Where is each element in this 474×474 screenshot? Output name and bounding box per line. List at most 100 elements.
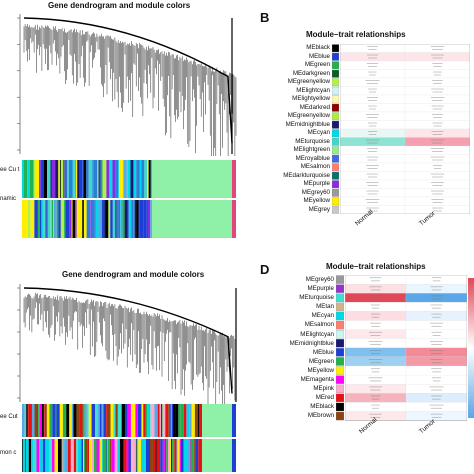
module-swatch xyxy=(332,171,339,180)
module-swatch xyxy=(332,188,339,197)
module-swatch xyxy=(336,411,344,421)
heatmap-cell xyxy=(405,393,467,403)
heatmap-cell xyxy=(405,302,467,312)
panel-c-row-label-2: mon c xyxy=(0,450,17,456)
module-swatch xyxy=(332,95,339,104)
module-label: MElightcyan xyxy=(296,86,330,94)
heatmap-cell xyxy=(340,77,406,87)
module-swatch xyxy=(336,329,344,339)
module-label: MEblue xyxy=(309,52,330,60)
heatmap-cell xyxy=(405,365,467,376)
heatmap-cell xyxy=(340,188,406,198)
heatmap-cell xyxy=(340,120,406,130)
heatmap-cell xyxy=(340,60,406,70)
heatmap-cell xyxy=(340,162,406,172)
module-swatch xyxy=(336,348,344,357)
heatmap-cell xyxy=(404,154,470,164)
module-label: MEmagenta xyxy=(300,376,334,384)
module-swatch xyxy=(332,61,339,70)
module-label: MEyellow xyxy=(307,366,334,374)
module-label: MEsalmon xyxy=(300,163,330,170)
module-swatch xyxy=(332,180,339,189)
module-swatch xyxy=(332,120,339,129)
module-label: MEpink xyxy=(313,385,334,393)
heatmap-cell xyxy=(405,293,467,303)
panel-a-row-label-1: ee Cu t xyxy=(0,167,20,173)
module-swatch xyxy=(336,339,344,348)
heatmap-cell xyxy=(404,94,470,104)
heatmap-cell xyxy=(345,329,407,339)
module-label: MEdarkturquoise xyxy=(283,171,330,179)
heatmap-cell xyxy=(340,154,406,164)
panel-d-letter: D xyxy=(260,262,270,277)
heatmap-cell xyxy=(340,103,406,113)
panel-d-colorbar xyxy=(468,278,474,418)
module-swatch xyxy=(332,86,339,95)
module-swatch xyxy=(336,284,344,293)
heatmap-cell xyxy=(405,311,467,321)
heatmap-cell xyxy=(340,179,406,189)
heatmap-cell xyxy=(404,86,470,96)
heatmap-cell xyxy=(340,44,406,53)
heatmap-cell xyxy=(404,111,470,121)
module-label: MEbrown xyxy=(307,412,334,420)
panel-b-heatmap xyxy=(340,44,470,214)
heatmap-cell xyxy=(404,128,470,138)
heatmap-cell xyxy=(404,69,470,79)
heatmap-cell xyxy=(345,365,407,376)
heatmap-cell xyxy=(404,205,470,214)
heatmap-cell xyxy=(345,284,407,294)
heatmap-cell xyxy=(345,338,407,348)
module-swatch xyxy=(336,320,344,330)
heatmap-cell xyxy=(405,275,467,285)
module-label: MEcyan xyxy=(311,312,334,320)
module-label: MElightyellow xyxy=(292,95,330,102)
heatmap-cell xyxy=(404,44,470,53)
module-label: MEgrey60 xyxy=(301,188,330,196)
heatmap-cell xyxy=(340,196,406,206)
heatmap-cell xyxy=(405,402,467,412)
heatmap-cell xyxy=(340,111,406,121)
heatmap-cell xyxy=(405,411,467,421)
module-swatch xyxy=(332,137,339,146)
heatmap-cell xyxy=(404,52,470,62)
panel-b-letter: B xyxy=(260,10,270,25)
module-swatch xyxy=(332,197,339,206)
heatmap-cell xyxy=(340,137,406,147)
module-label: MEgrey xyxy=(308,205,330,213)
module-label: MEblue xyxy=(313,348,334,356)
panel-d-module-swatches xyxy=(336,275,344,421)
heatmap-cell xyxy=(345,311,407,321)
panel-d-title: Module–trait relationships xyxy=(326,262,426,271)
module-swatch xyxy=(336,366,344,375)
module-label: MElightcyan xyxy=(300,330,334,338)
heatmap-cell xyxy=(345,402,407,412)
module-label: MEblack xyxy=(310,403,334,411)
module-label: MEgreen xyxy=(304,61,330,68)
heatmap-cell xyxy=(404,60,470,70)
heatmap-cell xyxy=(404,162,470,172)
heatmap-cell xyxy=(340,52,406,62)
heatmap-cell xyxy=(340,145,406,155)
heatmap-cell xyxy=(345,347,407,358)
heatmap-cell xyxy=(340,171,406,181)
panel-a-color-bands xyxy=(22,160,236,238)
panel-a-title: Gene dendrogram and module colors xyxy=(48,1,191,10)
panel-d-module-labels: MEgrey60 MEpurple MEturquoise MEtan MEcyan ME… xyxy=(270,275,334,421)
module-swatch xyxy=(336,402,344,412)
module-swatch xyxy=(336,375,344,384)
module-swatch xyxy=(332,103,339,112)
heatmap-cell xyxy=(345,393,407,403)
heatmap-cell xyxy=(345,384,407,394)
module-label: MEdarkgreen xyxy=(292,69,330,77)
heatmap-cell xyxy=(404,196,470,206)
module-label: MEyellow xyxy=(303,197,330,204)
module-label: MEmidnightblue xyxy=(289,339,334,347)
module-label: MEcyan xyxy=(307,129,330,136)
panel-c-color-bands xyxy=(22,404,236,472)
heatmap-cell xyxy=(405,329,467,339)
panel-c-title: Gene dendrogram and module colors xyxy=(62,270,205,279)
heatmap-cell xyxy=(405,347,467,358)
module-label: MElightgreen xyxy=(293,146,330,153)
module-swatch xyxy=(336,293,344,302)
